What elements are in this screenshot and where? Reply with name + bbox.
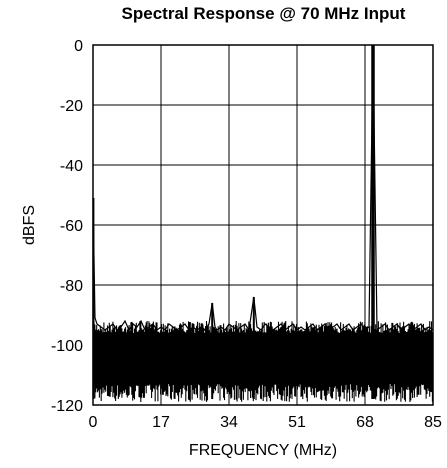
noise-floor-path xyxy=(93,321,433,402)
y-tick-label-5: -100 xyxy=(51,338,83,355)
y-axis-label: dBFS xyxy=(21,205,38,245)
y-tick-label-1: -20 xyxy=(60,98,83,115)
x-tick-labels: 0 17 34 51 68 85 xyxy=(89,414,442,431)
x-tick-label-17: 17 xyxy=(152,414,170,431)
x-tick-label-34: 34 xyxy=(220,414,238,431)
series-line-0 xyxy=(92,44,434,332)
plot-frame xyxy=(92,44,434,406)
y-tick-labels: 0 -20 -40 -60 -80 -100 -120 xyxy=(51,38,83,415)
y-tick-label-6: -120 xyxy=(51,398,83,415)
noise-floor xyxy=(93,321,433,402)
y-tick-label-2: -40 xyxy=(60,158,83,175)
x-axis-label: FREQUENCY (MHz) xyxy=(189,442,337,459)
y-tick-label-3: -60 xyxy=(60,218,83,235)
x-tick-label-85: 85 xyxy=(424,414,442,431)
chart-title: Spectral Response @ 70 MHz Input xyxy=(121,4,406,23)
y-tick-label-4: -80 xyxy=(60,278,83,295)
x-tick-label-51: 51 xyxy=(288,414,306,431)
y-tick-label-0: 0 xyxy=(74,38,83,55)
x-tick-label-68: 68 xyxy=(356,414,374,431)
x-tick-label-0: 0 xyxy=(89,414,98,431)
